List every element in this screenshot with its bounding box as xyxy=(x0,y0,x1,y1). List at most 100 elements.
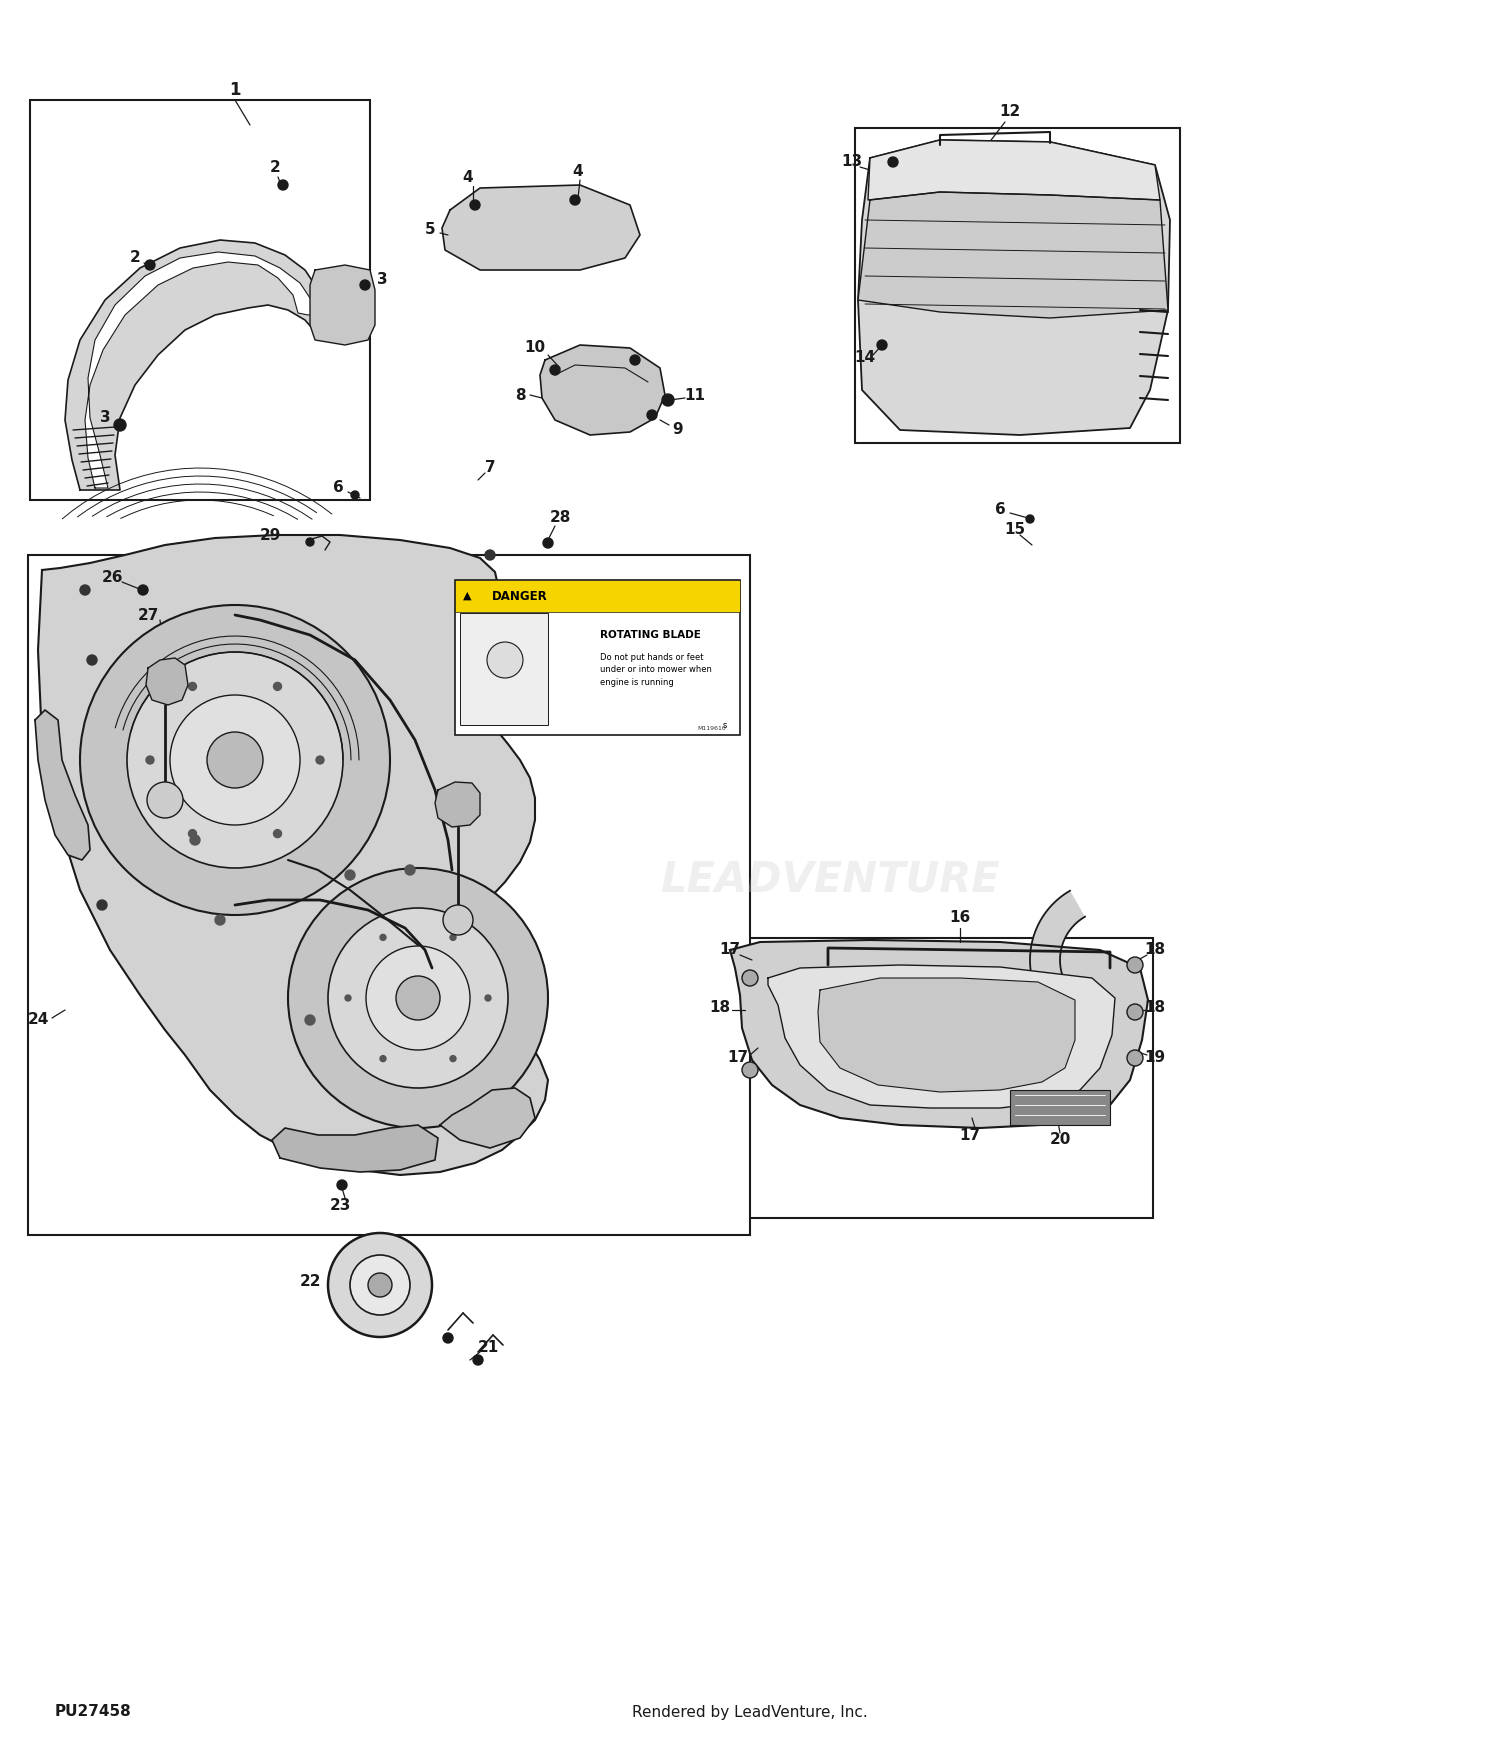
Circle shape xyxy=(742,970,758,985)
Text: 15: 15 xyxy=(1005,523,1026,537)
Circle shape xyxy=(170,695,300,824)
Text: 27: 27 xyxy=(488,693,508,707)
Circle shape xyxy=(543,537,554,548)
Circle shape xyxy=(114,418,126,430)
Text: 17: 17 xyxy=(960,1127,981,1143)
Circle shape xyxy=(366,947,470,1050)
Circle shape xyxy=(442,1334,453,1342)
Circle shape xyxy=(484,654,495,665)
Text: 6: 6 xyxy=(994,502,1005,518)
Text: 2: 2 xyxy=(129,250,141,266)
Text: 21: 21 xyxy=(477,1340,498,1356)
Text: 17: 17 xyxy=(720,943,741,957)
Bar xyxy=(454,579,740,735)
Polygon shape xyxy=(730,940,1148,1129)
Circle shape xyxy=(368,1272,392,1297)
Circle shape xyxy=(98,900,106,910)
Text: 11: 11 xyxy=(684,387,705,402)
Circle shape xyxy=(306,537,314,546)
Circle shape xyxy=(646,410,657,420)
Circle shape xyxy=(380,1055,386,1062)
Text: 4: 4 xyxy=(462,170,474,186)
Circle shape xyxy=(888,158,898,166)
Bar xyxy=(1010,1090,1110,1125)
Circle shape xyxy=(1126,1050,1143,1066)
Circle shape xyxy=(146,261,154,270)
Text: 14: 14 xyxy=(855,350,876,366)
Polygon shape xyxy=(868,140,1160,200)
Circle shape xyxy=(747,975,753,982)
Text: 19: 19 xyxy=(1144,1050,1166,1066)
Text: 17: 17 xyxy=(728,1050,748,1066)
Polygon shape xyxy=(146,658,188,705)
Text: 29: 29 xyxy=(260,527,280,542)
Text: 10: 10 xyxy=(525,341,546,355)
Circle shape xyxy=(278,180,288,191)
Text: 6: 6 xyxy=(333,481,344,495)
Text: 4: 4 xyxy=(573,164,584,180)
Text: 28: 28 xyxy=(549,511,570,525)
Circle shape xyxy=(80,606,390,915)
Text: 12: 12 xyxy=(999,105,1020,119)
Circle shape xyxy=(450,934,456,940)
Circle shape xyxy=(742,1062,758,1078)
Text: 16: 16 xyxy=(950,910,970,926)
Text: 27: 27 xyxy=(138,607,159,623)
Circle shape xyxy=(470,200,480,210)
Text: 22: 22 xyxy=(300,1274,321,1290)
Circle shape xyxy=(138,584,148,595)
Circle shape xyxy=(147,782,183,817)
Circle shape xyxy=(351,492,358,499)
Text: Rendered by LeadVenture, Inc.: Rendered by LeadVenture, Inc. xyxy=(632,1704,868,1720)
Bar xyxy=(855,128,1180,443)
Text: 18: 18 xyxy=(1144,1001,1166,1015)
Polygon shape xyxy=(440,1088,536,1148)
Circle shape xyxy=(442,905,472,934)
Circle shape xyxy=(328,908,508,1088)
Polygon shape xyxy=(435,782,480,828)
Circle shape xyxy=(207,732,262,788)
Polygon shape xyxy=(34,710,90,859)
Polygon shape xyxy=(858,140,1170,436)
Circle shape xyxy=(380,934,386,940)
Circle shape xyxy=(1132,963,1138,968)
Bar xyxy=(460,612,548,724)
Circle shape xyxy=(189,830,196,838)
Text: 24: 24 xyxy=(27,1013,48,1027)
Text: ▲: ▲ xyxy=(462,592,471,600)
Text: 23: 23 xyxy=(330,1197,351,1213)
Polygon shape xyxy=(818,978,1076,1092)
Circle shape xyxy=(405,864,416,875)
Circle shape xyxy=(484,996,490,1001)
Circle shape xyxy=(80,584,90,595)
Text: 18: 18 xyxy=(1144,943,1166,957)
Polygon shape xyxy=(345,915,507,996)
Text: 26: 26 xyxy=(477,653,498,667)
Circle shape xyxy=(450,1055,456,1062)
Text: s: s xyxy=(723,721,728,730)
Circle shape xyxy=(1132,1010,1138,1015)
Text: 3: 3 xyxy=(99,411,111,425)
Polygon shape xyxy=(858,192,1168,318)
Polygon shape xyxy=(442,186,640,270)
Circle shape xyxy=(273,682,282,691)
Text: 2: 2 xyxy=(270,161,280,175)
Circle shape xyxy=(190,835,200,845)
Text: LEADVENTURE: LEADVENTURE xyxy=(660,859,1000,901)
Polygon shape xyxy=(768,964,1114,1108)
Circle shape xyxy=(350,1255,410,1314)
Polygon shape xyxy=(540,345,664,436)
Text: ROTATING BLADE: ROTATING BLADE xyxy=(600,630,700,640)
Circle shape xyxy=(474,676,484,686)
Bar xyxy=(454,579,740,612)
Circle shape xyxy=(1126,957,1143,973)
Circle shape xyxy=(288,868,548,1129)
Circle shape xyxy=(878,340,886,350)
Circle shape xyxy=(345,870,355,880)
Circle shape xyxy=(87,654,98,665)
Bar xyxy=(718,938,1154,1218)
Bar xyxy=(28,555,750,1236)
Bar xyxy=(30,100,370,500)
Circle shape xyxy=(304,1015,315,1026)
Circle shape xyxy=(662,394,674,406)
